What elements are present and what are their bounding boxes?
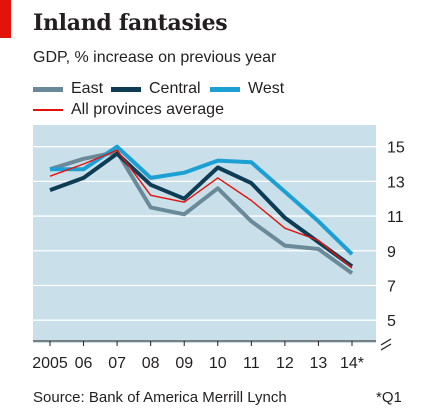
y-tick-label: 9 [387,244,396,261]
y-tick-label: 13 [387,174,405,191]
x-axis-labels: 2005 06 07 08 09 10 11 12 13 14* [32,355,364,372]
series-line-east [49,149,354,275]
legend-item-east: East [33,80,103,98]
legend-swatch-central [111,86,141,92]
footnote: *Q1 [376,389,402,406]
x-tick-label: 14* [340,355,364,372]
x-tick-label: 10 [209,355,227,372]
legend-label-west: West [248,80,285,97]
x-tick-label: 08 [142,355,160,372]
y-axis-labels: 5 7 9 11 13 15 [387,140,405,331]
y-tick-label: 7 [387,278,396,295]
series-line-west [50,144,354,256]
y-tick-label: 15 [387,140,405,157]
legend-swatch-east [33,86,63,92]
legend-swatch-average [33,109,63,111]
gridlines [33,146,376,321]
legend-label-average: All provinces average [71,101,224,118]
legend-swatch-west [210,86,240,92]
axis-break-mark [380,343,392,351]
x-tick-label: 09 [175,355,193,372]
legend-label-east: East [71,80,104,97]
legend-item-average: All provinces average [33,101,224,119]
legend-label-central: Central [149,80,201,97]
y-axis-break [380,338,392,351]
x-tick-label: 12 [276,355,294,372]
legend-item-west: West [210,80,284,98]
x-tick-label: 2005 [32,355,68,372]
axis-break-mark [380,338,392,346]
x-tick-label: 11 [243,355,260,372]
x-tick-label: 06 [75,355,93,372]
chart-subtitle: GDP, % increase on previous year [33,49,277,66]
x-tick-label: 13 [310,355,328,372]
series-line-average [49,149,353,269]
chart-title: Inland fantasies [33,10,228,36]
series-lines [49,144,354,275]
y-tick-label: 5 [387,313,396,330]
x-tick-marks [33,340,376,346]
legend-item-central: Central [111,80,201,98]
source-note: Source: Bank of America Merrill Lynch [33,389,287,406]
y-tick-label: 11 [387,209,404,226]
brand-red-tag [0,0,11,38]
x-tick-label: 07 [108,355,126,372]
series-line-central [49,151,354,269]
